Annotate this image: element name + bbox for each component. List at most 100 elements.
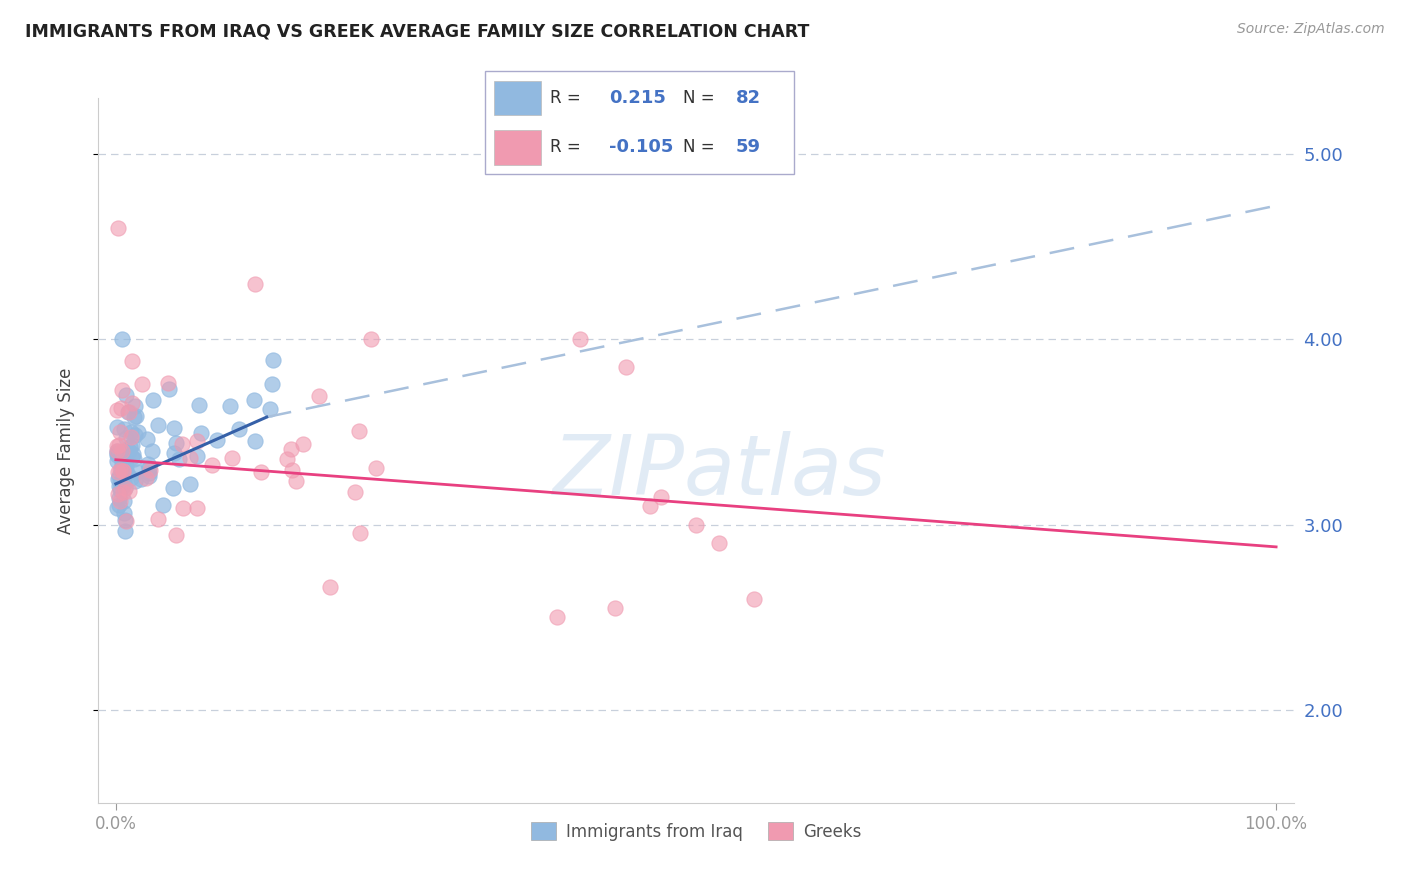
Point xyxy=(228,422,250,436)
Text: -0.105: -0.105 xyxy=(609,138,673,156)
Point xyxy=(163,421,186,435)
Point xyxy=(111,332,134,346)
Point xyxy=(112,475,135,489)
Point xyxy=(139,463,162,477)
Point xyxy=(136,432,159,446)
Y-axis label: Average Family Size: Average Family Size xyxy=(56,368,75,533)
Point xyxy=(111,383,134,397)
Point xyxy=(111,453,134,467)
Point xyxy=(115,459,138,474)
Point xyxy=(614,359,637,374)
Point xyxy=(650,490,672,504)
Legend: Immigrants from Iraq, Greeks: Immigrants from Iraq, Greeks xyxy=(524,816,868,847)
Point xyxy=(205,433,228,447)
Point xyxy=(118,405,141,419)
Point xyxy=(122,452,145,467)
Point xyxy=(118,440,141,454)
Point xyxy=(110,483,132,498)
Point xyxy=(349,525,371,540)
Point xyxy=(128,425,150,439)
Point xyxy=(280,462,302,476)
Point xyxy=(111,444,134,458)
Point xyxy=(162,481,184,495)
Point xyxy=(107,221,129,235)
Point xyxy=(243,392,266,407)
Point xyxy=(115,432,138,446)
Point xyxy=(124,474,146,488)
FancyBboxPatch shape xyxy=(495,80,541,115)
Point xyxy=(190,425,212,440)
Point xyxy=(107,491,129,505)
Point xyxy=(122,446,145,460)
Point xyxy=(115,388,138,402)
Point xyxy=(112,478,135,492)
Point xyxy=(110,475,132,489)
Point xyxy=(121,354,143,368)
Point xyxy=(108,463,131,477)
Point xyxy=(138,467,160,481)
Point xyxy=(603,601,626,615)
Point xyxy=(179,476,201,491)
Point xyxy=(249,465,271,479)
Text: N =: N = xyxy=(683,89,720,107)
Point xyxy=(110,425,132,440)
FancyBboxPatch shape xyxy=(495,130,541,165)
Point xyxy=(201,458,224,472)
Point xyxy=(112,506,135,520)
Point xyxy=(121,396,143,410)
Point xyxy=(107,472,129,486)
Text: Source: ZipAtlas.com: Source: ZipAtlas.com xyxy=(1237,22,1385,37)
Point xyxy=(172,437,194,451)
Point xyxy=(179,451,201,466)
Point xyxy=(105,501,128,516)
Point xyxy=(124,399,146,413)
Point xyxy=(107,466,129,480)
Point xyxy=(546,610,568,624)
Point xyxy=(115,466,138,480)
Point xyxy=(121,438,143,452)
Point xyxy=(308,389,330,403)
Point xyxy=(284,474,307,488)
Point xyxy=(110,401,132,415)
Point xyxy=(259,402,281,417)
Point xyxy=(111,457,134,471)
Point xyxy=(186,449,208,463)
Point xyxy=(124,428,146,442)
Point xyxy=(141,443,163,458)
Point xyxy=(131,377,153,392)
Point xyxy=(105,454,128,468)
FancyBboxPatch shape xyxy=(485,71,794,174)
Point xyxy=(105,446,128,460)
Point xyxy=(245,434,267,448)
Point xyxy=(105,444,128,458)
Text: 59: 59 xyxy=(735,138,761,156)
Point xyxy=(111,450,134,465)
Point xyxy=(114,451,136,466)
Point xyxy=(125,465,148,479)
Point xyxy=(343,485,366,500)
Point xyxy=(114,453,136,467)
Point xyxy=(135,471,157,485)
Text: 82: 82 xyxy=(735,89,761,107)
Point xyxy=(118,483,141,498)
Point xyxy=(319,580,342,594)
Point xyxy=(117,443,139,458)
Point xyxy=(157,382,180,396)
Point xyxy=(163,446,186,460)
Point xyxy=(187,398,209,412)
Point xyxy=(105,448,128,462)
Point xyxy=(120,425,142,439)
Point xyxy=(107,486,129,500)
Point xyxy=(138,469,160,483)
Point xyxy=(114,513,136,527)
Point xyxy=(186,434,208,449)
Point xyxy=(105,420,128,434)
Point xyxy=(108,493,131,508)
Point xyxy=(112,485,135,500)
Point xyxy=(146,417,169,432)
Point xyxy=(120,430,142,444)
Point xyxy=(142,392,165,407)
Point xyxy=(112,461,135,475)
Point xyxy=(568,332,591,346)
Text: IMMIGRANTS FROM IRAQ VS GREEK AVERAGE FAMILY SIZE CORRELATION CHART: IMMIGRANTS FROM IRAQ VS GREEK AVERAGE FA… xyxy=(25,22,810,40)
